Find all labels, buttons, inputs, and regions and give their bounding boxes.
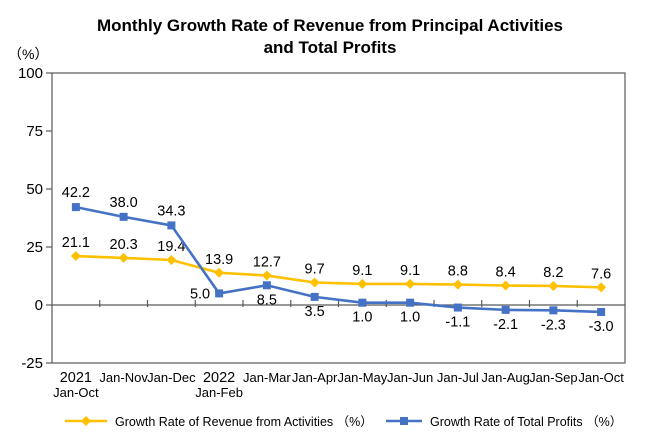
data-point-marker — [357, 278, 368, 289]
data-point-label: 12.7 — [253, 255, 281, 271]
data-point-label: 9.7 — [305, 261, 325, 277]
data-point-label: 20.3 — [110, 237, 138, 253]
data-point-label: 1.0 — [400, 310, 420, 326]
data-point-label: 7.6 — [591, 266, 611, 282]
legend-label-profits: Growth Rate of Total Profits （%） — [430, 415, 623, 429]
data-point-label: 8.5 — [257, 292, 277, 308]
chart-title-line2: and Total Profits — [263, 38, 397, 58]
x-axis-category-label: Jan-Mar — [243, 370, 291, 385]
y-axis-tick-label: 25 — [26, 239, 43, 256]
plot-border — [51, 72, 626, 364]
x-axis-category-label: Jan-Oct — [578, 370, 624, 385]
data-point-marker — [500, 280, 511, 291]
data-point-marker — [262, 281, 271, 290]
y-axis-tick-label: 0 — [35, 297, 43, 314]
legend-item-revenue: Growth Rate of Revenue from Activities （… — [64, 411, 373, 430]
data-point-label: 19.4 — [157, 239, 185, 255]
data-point-marker — [596, 282, 607, 293]
x-axis-category-label: 2021 — [60, 370, 92, 386]
data-point-marker — [309, 277, 320, 288]
data-point-label: 1.0 — [352, 310, 372, 326]
x-axis-category-label: Jan-May — [337, 370, 387, 385]
chart-title: Monthly Growth Rate of Revenue from Prin… — [0, 15, 660, 60]
data-point-label: 8.8 — [448, 264, 468, 280]
data-point-label: 21.1 — [62, 235, 90, 251]
data-point-marker — [215, 289, 224, 298]
x-axis-category-label: Jan-Jul — [437, 370, 479, 385]
x-axis-category-label: Jan-Oct — [53, 385, 99, 400]
x-axis-category-label: Jan-Jun — [387, 370, 433, 385]
data-point-marker — [166, 254, 177, 265]
x-axis-category-label: Jan-Apr — [292, 370, 338, 385]
x-axis-category-label: Jan-Dec — [147, 370, 196, 385]
chart-title-line1: Monthly Growth Rate of Revenue from Prin… — [97, 16, 563, 35]
data-point-marker — [452, 279, 463, 290]
data-point-label: 9.1 — [400, 263, 420, 279]
y-axis-tick-label: -25 — [21, 355, 43, 372]
data-point-label: -2.3 — [541, 317, 566, 333]
data-point-label: -1.1 — [445, 315, 470, 331]
y-axis-unit-label: （%） — [8, 46, 49, 62]
data-point-label: -3.0 — [589, 319, 614, 335]
data-point-marker — [406, 298, 415, 307]
revenue-legend-marker-icon — [65, 415, 107, 426]
data-point-marker — [453, 303, 462, 312]
x-axis-category-label: Jan-Aug — [481, 370, 529, 385]
data-point-marker — [119, 212, 128, 221]
data-point-marker — [548, 280, 559, 291]
data-point-marker — [549, 306, 558, 315]
data-point-marker — [214, 267, 225, 278]
data-point-label: 42.2 — [62, 185, 90, 201]
y-axis-tick-label: 75 — [26, 123, 43, 140]
data-point-marker — [71, 203, 80, 212]
data-point-label: -2.1 — [493, 317, 518, 333]
data-point-label: 3.5 — [305, 304, 325, 320]
data-point-marker — [118, 252, 129, 263]
profits-legend-marker-icon — [386, 416, 422, 425]
data-point-label: 8.2 — [543, 265, 563, 281]
y-axis-tick-label: 50 — [26, 181, 43, 198]
data-point-marker — [167, 221, 176, 230]
x-axis-category-label: Jan-Sep — [529, 370, 577, 385]
data-point-label: 34.3 — [157, 203, 185, 219]
x-axis-category-label: Jan-Nov — [99, 370, 148, 385]
data-point-label: 5.0 — [190, 286, 210, 302]
x-axis-category-label: 2022 — [203, 370, 235, 386]
revenue-series-line — [75, 254, 602, 289]
data-point-label: 38.0 — [110, 195, 138, 211]
legend-item-profits: Growth Rate of Total Profits （%） — [385, 411, 622, 430]
legend-label-revenue: Growth Rate of Revenue from Activities （… — [115, 415, 373, 429]
data-point-label: 9.1 — [352, 263, 372, 279]
data-point-marker — [70, 251, 81, 262]
data-point-marker — [310, 292, 319, 301]
data-point-label: 8.4 — [496, 265, 516, 281]
data-point-marker — [597, 307, 606, 316]
x-axis-category-label: Jan-Feb — [195, 385, 243, 400]
data-point-marker — [358, 298, 367, 307]
data-point-marker — [501, 305, 510, 314]
data-point-label: 13.9 — [205, 252, 233, 268]
data-point-marker — [261, 270, 272, 281]
y-axis-tick-label: 100 — [18, 65, 43, 82]
legend: Growth Rate of Revenue from Activities （… — [0, 411, 660, 435]
profits-series-line — [75, 205, 602, 314]
data-point-marker — [405, 278, 416, 289]
